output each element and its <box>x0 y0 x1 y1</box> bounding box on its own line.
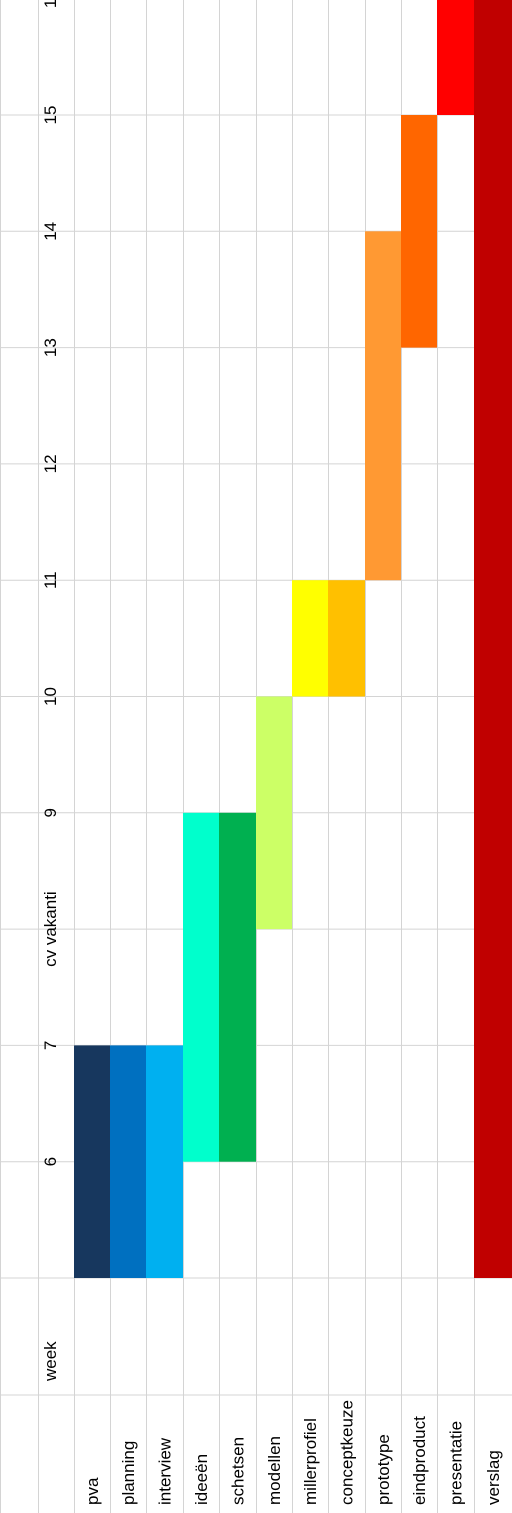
task-label-prototype: prototype <box>374 1434 393 1505</box>
task-label-verslag: verslag <box>484 1450 503 1505</box>
task-label-schetsen: schetsen <box>229 1437 248 1505</box>
task-label-millerprofiel: millerprofiel <box>301 1418 320 1505</box>
bar-modellen <box>256 696 292 930</box>
week-label-0: 6 <box>41 1157 60 1166</box>
week-label-9: 15 <box>41 106 60 125</box>
task-label-interview: interview <box>156 1437 175 1505</box>
task-label-conceptkeuze: conceptkeuze <box>338 1400 357 1505</box>
header-week-label: week <box>41 1341 60 1382</box>
task-label-eindproduct: eindproduct <box>410 1416 429 1505</box>
bar-prototype <box>365 231 401 581</box>
bar-presentatie <box>437 0 474 116</box>
week-label-2: cv vakanti <box>41 891 60 967</box>
bar-planning <box>110 1045 146 1278</box>
task-label-modellen: modellen <box>265 1436 284 1505</box>
task-bars <box>74 0 512 1279</box>
week-label-5: 11 <box>41 571 60 589</box>
bar-pva <box>74 1045 110 1278</box>
bar-schetsen <box>219 812 256 1162</box>
bar-verslag <box>474 0 512 1279</box>
task-label-presentatie: presentatie <box>447 1421 466 1505</box>
week-label-7: 13 <box>41 338 60 357</box>
bar-interview <box>146 1045 183 1278</box>
task-label-ideeën: ideeën <box>192 1454 211 1505</box>
labels: week 6 7 cv vakanti 9 10 11 12 13 14 15 16 pva planni… <box>41 0 503 1505</box>
week-label-4: 10 <box>41 687 60 706</box>
bar-ideeën <box>183 812 219 1162</box>
week-label-8: 14 <box>41 222 60 241</box>
task-label-pva: pva <box>83 1477 102 1505</box>
week-label-1: 7 <box>41 1041 60 1050</box>
task-label-planning: planning <box>119 1441 138 1505</box>
bar-conceptkeuze <box>328 580 365 697</box>
bar-eindproduct <box>401 115 437 348</box>
week-label-6: 12 <box>41 454 60 473</box>
bar-millerprofiel <box>292 580 328 697</box>
week-label-10: 16 <box>41 0 60 8</box>
week-label-3: 9 <box>41 808 60 817</box>
